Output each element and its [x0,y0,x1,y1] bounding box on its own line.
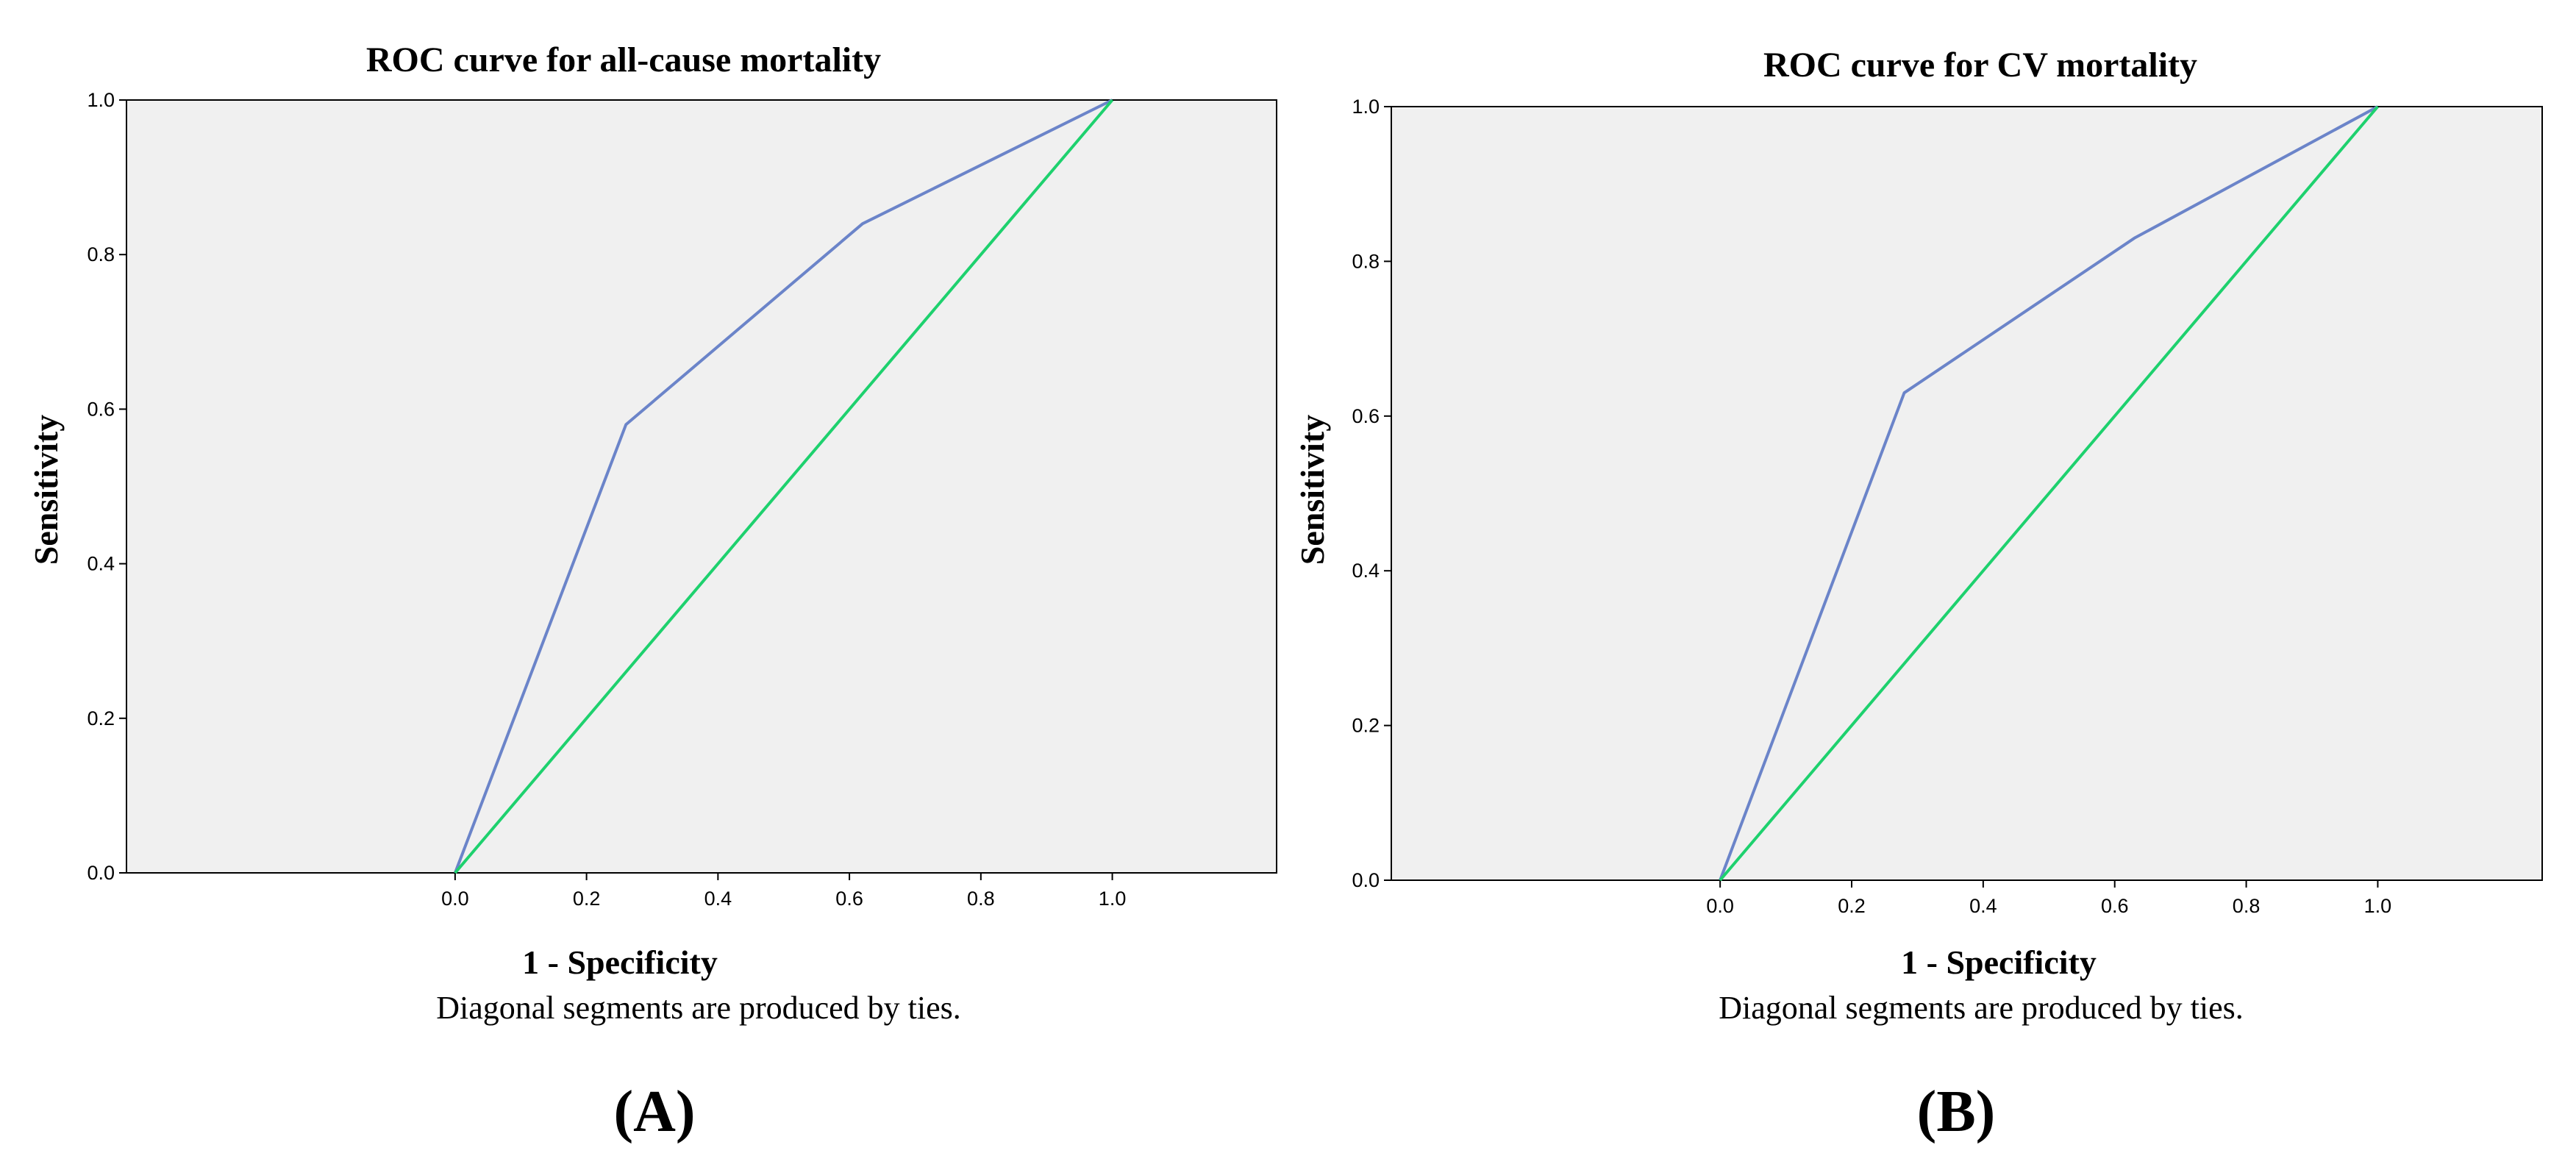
x-tick-label: 0.0 [441,888,469,910]
y-axis-label: Sensitivity [27,415,65,565]
chart-title: ROC curve for all-cause mortality [366,40,881,79]
y-tick-label: 0.4 [1352,560,1380,582]
y-tick-label: 0.6 [87,398,115,420]
x-tick-label: 0.0 [1706,895,1734,917]
chart-a: ROC curve for all-cause mortality Sensit… [27,40,1277,1144]
x-tick-label: 0.6 [835,888,863,910]
y-tick-label: 1.0 [1352,96,1380,118]
chart-b: ROC curve for CV mortality Sensitivity 1… [1294,46,2543,1144]
reference-line [1719,105,2379,882]
y-tick-label: 0.8 [87,243,115,265]
x-tick-label: 0.6 [2101,895,2129,917]
plot-area [1391,106,2543,881]
panel-label: (B) [1917,1079,1996,1144]
chart-title: ROC curve for CV mortality [1763,46,2197,85]
y-tick-label: 1.0 [87,89,115,111]
y-tick-label: 0.8 [1352,250,1380,272]
y-tick-label: 0.4 [87,553,115,575]
reference-line [454,99,1114,874]
y-axis-label: Sensitivity [1294,415,1331,565]
x-tick-label: 0.8 [2233,895,2261,917]
x-tick-label: 0.8 [967,888,995,910]
roc-curve-line [454,99,1113,874]
y-tick-label: 0.0 [1352,869,1380,891]
y-tick-label: 0.2 [1352,715,1380,737]
y-tick-label: 0.0 [87,862,115,884]
x-tick-label: 0.2 [573,888,601,910]
ties-note: Diagonal segments are produced by ties. [1719,990,2244,1026]
ties-note: Diagonal segments are produced by ties. [436,990,961,1026]
x-tick-label: 0.4 [1969,895,1997,917]
panel-label: (A) [613,1079,695,1144]
y-tick-label: 0.2 [87,707,115,729]
x-tick-label: 1.0 [1099,888,1127,910]
x-axis-label: 1 - Specificity [1901,943,2097,981]
x-axis-label: 1 - Specificity [522,943,718,981]
x-tick-label: 1.0 [2364,895,2392,917]
x-tick-label: 0.2 [1838,895,1866,917]
y-tick-label: 0.6 [1352,405,1380,427]
roc-curve-line [1719,105,2379,881]
x-tick-label: 0.4 [704,888,732,910]
plot-area [126,99,1277,874]
